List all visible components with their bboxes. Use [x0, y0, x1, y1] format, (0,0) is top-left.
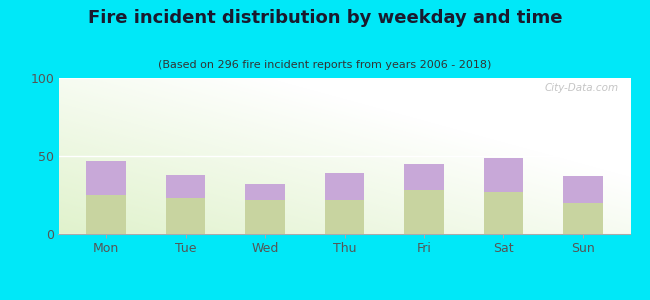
Bar: [404, 164, 444, 190]
Bar: [563, 203, 603, 234]
Bar: [245, 200, 285, 234]
Bar: [166, 175, 205, 198]
Text: (Based on 296 fire incident reports from years 2006 - 2018): (Based on 296 fire incident reports from…: [159, 60, 491, 70]
Text: City-Data.com: City-Data.com: [545, 83, 619, 93]
Bar: [404, 190, 444, 234]
Bar: [86, 195, 126, 234]
Bar: [563, 176, 603, 203]
Bar: [484, 158, 523, 192]
Bar: [166, 198, 205, 234]
Bar: [484, 192, 523, 234]
Bar: [245, 184, 285, 200]
Bar: [86, 161, 126, 195]
Bar: [324, 200, 365, 234]
Text: Fire incident distribution by weekday and time: Fire incident distribution by weekday an…: [88, 9, 562, 27]
Bar: [324, 173, 365, 200]
